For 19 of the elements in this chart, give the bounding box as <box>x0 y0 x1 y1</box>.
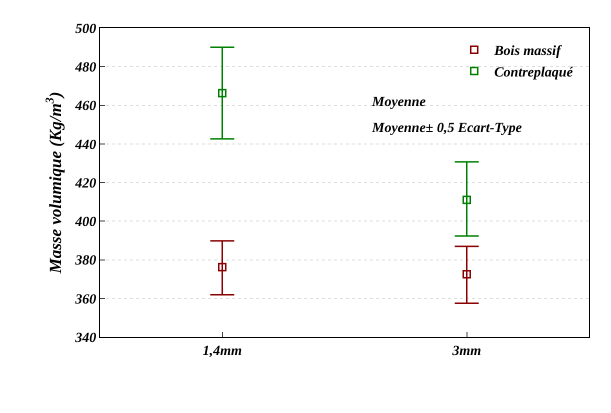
point <box>462 196 471 204</box>
y-tick-label: 360 <box>74 292 96 308</box>
y-tick-label: 340 <box>74 330 96 346</box>
annotation: Moyenne± 0,5 Ecart-Type <box>371 121 522 136</box>
point <box>462 270 471 278</box>
y-tick-label: 400 <box>74 215 96 230</box>
x-tick-label: 1,4mm <box>202 344 242 359</box>
y-tick-label: 500 <box>75 22 96 37</box>
legend-label: Contreplaqué <box>494 65 574 80</box>
y-tick-label: 440 <box>74 138 96 153</box>
annotation: Moyenne <box>371 95 426 110</box>
y-tick-label: 480 <box>74 60 96 76</box>
x-tick-label: 3mm <box>451 344 482 359</box>
y-tick-label: 420 <box>74 176 96 192</box>
point <box>218 262 226 272</box>
point <box>218 88 226 98</box>
legend-label: Bois massif <box>493 44 562 60</box>
y-tick-label: 460 <box>74 99 96 114</box>
y-tick-label: 380 <box>74 254 96 269</box>
